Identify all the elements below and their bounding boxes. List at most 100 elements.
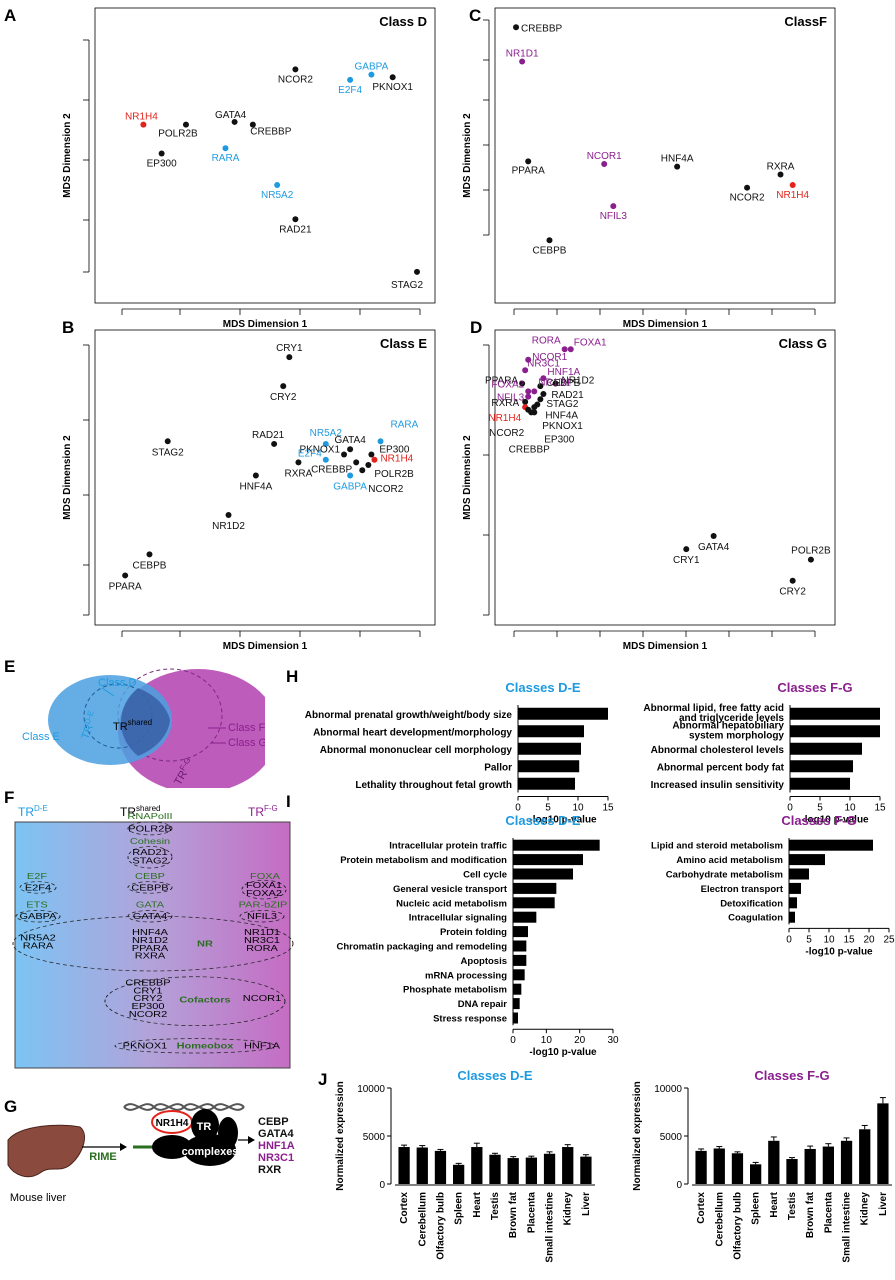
mds-label-cry2: CRY2 xyxy=(779,587,806,598)
x-axis-label: -log10 p-value xyxy=(801,815,869,826)
category-label: Cerebellum xyxy=(714,1192,725,1247)
category-label: Cortex xyxy=(696,1192,707,1224)
bar xyxy=(580,1156,592,1184)
mds-point-polr2b xyxy=(807,556,814,563)
bar xyxy=(416,1147,428,1184)
mds-point-polr2b xyxy=(182,121,189,128)
category-label: Cortex xyxy=(399,1192,410,1224)
x-tick-label: 25 xyxy=(883,934,895,945)
rime-target-hnf1a: HNF1A xyxy=(258,1140,295,1152)
svg-text:E2F4: E2F4 xyxy=(25,884,52,893)
panel-letter-D: D xyxy=(470,318,483,337)
svg-text:RAD21: RAD21 xyxy=(132,848,167,857)
mds-class-label: Class D xyxy=(379,14,427,29)
x-tick-label: 30 xyxy=(607,1035,619,1046)
svg-text:FOXA: FOXA xyxy=(250,872,281,881)
bar xyxy=(518,742,581,755)
mds-point-rxra xyxy=(777,171,784,178)
x-tick-label: 10 xyxy=(823,934,835,945)
bar xyxy=(471,1147,483,1184)
mds-label-rora: RORA xyxy=(532,335,561,346)
svg-text:NR: NR xyxy=(197,940,213,949)
rime-target-rxr: RXR xyxy=(258,1164,281,1176)
mds-point-e2f4 xyxy=(322,456,329,463)
mds-point-cebpb xyxy=(546,237,553,244)
header-tr-fg: TR xyxy=(248,805,264,819)
category-label: DNA repair xyxy=(458,999,508,1010)
panel-letter-F: F xyxy=(4,788,15,807)
category-label: Liver xyxy=(581,1192,592,1216)
mds-label-nr5a2: NR5A2 xyxy=(310,428,343,439)
svg-text:TRD-E: TRD-E xyxy=(78,710,101,742)
mds-label-ep300: EP300 xyxy=(379,444,409,455)
mds-xlabel: MDS Dimension 1 xyxy=(623,319,708,330)
svg-text:HNF1A: HNF1A xyxy=(244,1042,281,1051)
mds-point-rad21 xyxy=(292,216,299,223)
category-label: Heart xyxy=(472,1191,483,1217)
svg-text:NFIL3: NFIL3 xyxy=(247,913,277,922)
mds-point-nr1h4 xyxy=(140,121,147,128)
venn-label-class-d: Class D xyxy=(98,677,137,689)
x-tick-label: 5 xyxy=(545,803,551,814)
svg-text:Cohesin: Cohesin xyxy=(130,838,170,847)
svg-text:GATA: GATA xyxy=(136,901,165,910)
bar xyxy=(877,1103,889,1184)
mds-label-pknox1: PKNOX1 xyxy=(542,421,583,432)
mouse-liver-label: Mouse liver xyxy=(10,1192,67,1204)
category-label: Increased insulin sensitivity xyxy=(651,780,785,791)
x-tick-label: 10 xyxy=(844,803,856,814)
mds-point-nr1h4 xyxy=(789,182,796,189)
mds-label-gabpa: GABPA xyxy=(333,482,367,493)
chart-j-classes-de: Classes D-E 0 5000 10000 Normalized expressi… xyxy=(335,1068,595,1263)
mds-label-nr1h4: NR1H4 xyxy=(776,190,809,201)
mds-label-nr5a2: NR5A2 xyxy=(261,190,294,201)
svg-text:HNF4A: HNF4A xyxy=(132,928,169,937)
svg-text:Cofactors: Cofactors xyxy=(179,996,230,1005)
chart-title: Classes F-G xyxy=(777,680,852,695)
mds-label-hnf1a: HNF1A xyxy=(547,367,580,378)
venn-tr-de: TR xyxy=(80,723,96,741)
mds-ylabel: MDS Dimension 2 xyxy=(62,113,73,198)
mds-plot-class-d: MDS Dimension 1 MDS Dimension 2 Class D NCO… xyxy=(62,7,436,330)
category-label: Amino acid metabolism xyxy=(676,855,783,866)
mds-point-ppara xyxy=(525,158,532,165)
svg-text:CRY1: CRY1 xyxy=(133,987,162,996)
mds-point-crebbp xyxy=(528,409,535,416)
bar xyxy=(750,1164,762,1184)
x-tick-label: 10 xyxy=(572,803,584,814)
mds-point-ncor1 xyxy=(601,161,608,168)
mds-point-rara xyxy=(377,438,384,445)
bar xyxy=(513,882,557,894)
venn-tr-shared: TR xyxy=(113,721,128,733)
panel-letter-E: E xyxy=(4,657,16,676)
mds-class-label: Class G xyxy=(779,336,827,351)
x-axis-label: -log10 p-value xyxy=(529,815,597,826)
y-axis-label: Normalized expression xyxy=(632,1081,643,1190)
mds-point-nr1d1 xyxy=(531,388,538,395)
mds-point-rad21 xyxy=(271,440,278,447)
y-tick-label: 0 xyxy=(379,1180,385,1191)
category-label: mRNA processing xyxy=(425,970,507,981)
category-label: Spleen xyxy=(751,1192,762,1225)
y-tick-label: 10000 xyxy=(654,1084,682,1095)
mds-class-label: ClassF xyxy=(784,14,827,29)
mds-label-polr2b: POLR2B xyxy=(791,546,831,557)
x-tick-label: 20 xyxy=(574,1035,586,1046)
mds-point-gata4 xyxy=(231,118,238,125)
bar xyxy=(513,868,573,880)
tr-classification-box: TRD-E TRshared TRF-G RNAPolII POLR2B Cohes… xyxy=(12,804,294,1069)
chart-j-classes-fg: Classes F-G 0 5000 10000 Normalized expressi… xyxy=(632,1068,892,1263)
bar xyxy=(695,1150,707,1184)
svg-text:CEBP: CEBP xyxy=(135,872,165,881)
mds-point-ncor2 xyxy=(292,66,299,73)
panel-letter-B: B xyxy=(62,318,75,337)
venn-label-class-f: Class F xyxy=(228,722,265,734)
category-label: Abnormal percent body fat xyxy=(657,762,785,773)
mds-point-cry1 xyxy=(286,354,293,361)
mds-point-polr2b xyxy=(365,461,372,468)
svg-text:NCOR2: NCOR2 xyxy=(129,1010,167,1019)
mds-label-nfil3: NFIL3 xyxy=(600,211,628,222)
mds-xlabel: MDS Dimension 1 xyxy=(223,319,308,330)
svg-text:PAR-bZIP: PAR-bZIP xyxy=(239,901,288,910)
x-tick-label: 0 xyxy=(786,934,792,945)
